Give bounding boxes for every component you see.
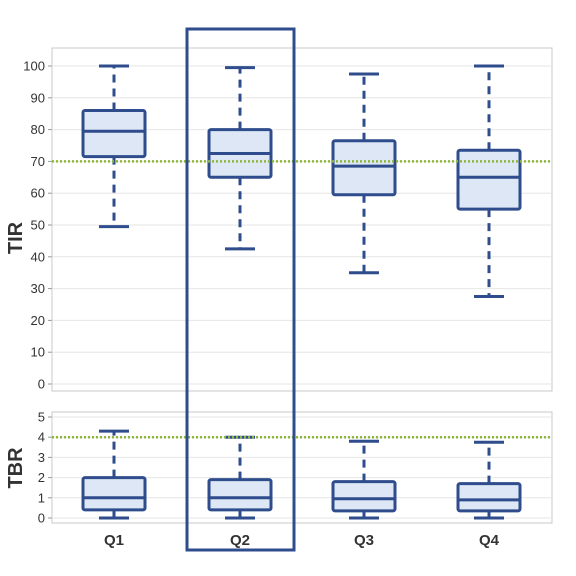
tbr-box-q2 (207, 478, 273, 512)
tir-plot-frame (51, 47, 553, 392)
tbr-box-q3 (331, 480, 397, 513)
tir-tick-label: 50 (31, 218, 45, 233)
tir-tick-label: 70 (31, 154, 45, 169)
tbr-box-q4 (456, 482, 522, 513)
tbr-tick-label: 5 (38, 410, 45, 425)
tir-tick-label: 80 (31, 122, 45, 137)
tir-box-q4 (456, 148, 522, 211)
tbr-panel: 0 1 2 3 4 5 TBR (5, 410, 553, 526)
tir-tick-label: 10 (31, 345, 45, 360)
category-label-q4: Q4 (479, 532, 500, 549)
tir-tick-label: 30 (31, 281, 45, 296)
tbr-tick-label: 0 (38, 511, 45, 526)
tir-tick-label: 40 (31, 249, 45, 264)
tir-tick-label: 100 (23, 59, 45, 74)
tir-tick-label: 0 (38, 377, 45, 392)
q2-highlight-frame (185, 27, 296, 552)
category-label-q2: Q2 (230, 532, 250, 549)
tbr-tick-label: 1 (38, 490, 45, 505)
tbr-box-q1 (81, 476, 147, 512)
tir-tick-label: 20 (31, 313, 45, 328)
category-label-q1: Q1 (104, 532, 124, 549)
tir-tick-label: 90 (31, 90, 45, 105)
category-label-q3: Q3 (354, 532, 374, 549)
tir-panel: 0 10 20 30 40 50 60 70 80 90 100 TIR (5, 47, 553, 392)
tir-axis-title: TIR (5, 221, 27, 254)
tir-box-q1 (81, 109, 147, 159)
tir-tick-label: 60 (31, 186, 45, 201)
tbr-axis-title: TBR (5, 447, 27, 489)
tbr-tick-label: 3 (38, 450, 45, 465)
tir-box-q3 (331, 139, 397, 197)
tbr-tick-label: 2 (38, 470, 45, 485)
tbr-tick-label: 4 (38, 430, 45, 445)
